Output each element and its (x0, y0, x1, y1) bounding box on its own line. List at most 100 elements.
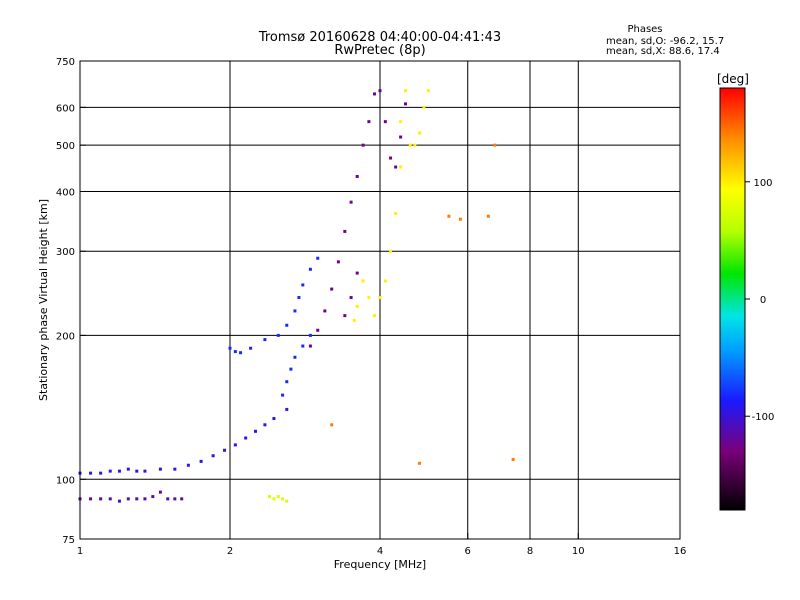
data-point (389, 156, 393, 160)
x-tick-label: 8 (527, 546, 533, 557)
data-point (301, 344, 305, 348)
data-point (285, 323, 289, 327)
y-tick-label: 750 (56, 57, 75, 68)
x-tick-label: 10 (572, 546, 585, 557)
data-point (158, 467, 162, 471)
y-axis-ticks: 75 100 200 300 400 500 600 750 (56, 57, 86, 546)
data-point (281, 393, 285, 397)
data-point (316, 256, 320, 260)
data-point (223, 448, 227, 452)
data-point (361, 143, 365, 147)
data-point (126, 497, 130, 501)
data-point (367, 296, 371, 300)
data-point (233, 443, 237, 447)
data-point (343, 314, 347, 318)
y-axis-label: Stationary phase Virtual Height [km] (37, 199, 50, 401)
data-point (135, 469, 139, 473)
data-point (408, 143, 412, 147)
data-point (180, 497, 184, 501)
y-tick-label: 100 (56, 475, 75, 486)
data-point (89, 471, 93, 475)
scatter-points (78, 89, 515, 503)
data-point (316, 328, 320, 332)
data-point (166, 497, 170, 501)
data-point (399, 120, 403, 124)
series-f1-rise (228, 256, 320, 397)
data-point (276, 495, 280, 499)
data-point (272, 417, 276, 421)
data-point (355, 304, 359, 308)
data-point (143, 469, 147, 473)
data-point (297, 296, 301, 300)
data-point (422, 105, 426, 109)
data-point (228, 346, 232, 350)
phase-summary-x: mean, sd,X: 88.6, 17.4 (606, 46, 720, 57)
data-point (373, 314, 377, 318)
data-point (233, 350, 237, 354)
data-point (383, 120, 387, 124)
colorbar-ticks: 100 0 -100 (745, 178, 774, 423)
x-axis-ticks: 1 2 4 6 8 10 16 (77, 533, 687, 557)
data-point (253, 429, 257, 433)
x-tick-label: 2 (227, 546, 233, 557)
series-noise (330, 143, 515, 465)
x-tick-label: 4 (377, 546, 383, 557)
colorbar-label: [deg] (717, 72, 749, 86)
series-es-x-blob (267, 495, 289, 503)
data-point (308, 333, 312, 337)
data-point (239, 351, 243, 355)
data-point (308, 267, 312, 271)
data-point (289, 367, 293, 371)
data-point (285, 499, 289, 503)
data-point (281, 497, 285, 501)
data-point (173, 497, 177, 501)
data-point (143, 497, 147, 501)
data-point (389, 249, 393, 253)
series-es-trace (78, 407, 289, 475)
grid-lines (80, 61, 680, 539)
chart-title: Tromsø 20160628 04:40:00-04:41:43 (258, 30, 501, 45)
data-point (135, 497, 139, 501)
data-point (249, 346, 253, 350)
data-point (186, 463, 190, 467)
data-point (355, 174, 359, 178)
data-point (272, 497, 276, 501)
data-point (447, 214, 451, 218)
data-point (394, 211, 398, 215)
x-tick-label: 16 (674, 546, 687, 557)
data-point (417, 131, 421, 135)
data-point (285, 380, 289, 384)
data-point (199, 459, 203, 463)
colorbar-tick-label: -100 (752, 412, 775, 423)
data-point (486, 214, 490, 218)
y-tick-label: 500 (56, 141, 75, 152)
data-point (263, 423, 267, 427)
data-point (394, 165, 398, 169)
data-point (378, 296, 382, 300)
data-point (378, 89, 382, 93)
y-tick-label: 75 (62, 535, 75, 546)
series-f2-x-mode (352, 89, 430, 322)
data-point (367, 120, 371, 124)
y-tick-label: 200 (56, 331, 75, 342)
data-point (151, 495, 155, 499)
data-point (173, 467, 177, 471)
data-point (458, 217, 462, 221)
data-point (403, 89, 407, 93)
colorbar-tick-label: 100 (753, 178, 772, 189)
phase-summary-heading: Phases (627, 24, 662, 35)
data-point (383, 279, 387, 283)
data-point (126, 467, 130, 471)
phase-summary: Phases mean, sd,O: -96.2, 15.7 mean, sd,… (606, 24, 724, 57)
data-point (301, 283, 305, 287)
data-point (373, 92, 377, 96)
chart-subtitle: RwPretec (8p) (334, 43, 425, 58)
x-tick-label: 6 (465, 546, 471, 557)
phase-summary-o: mean, sd,O: -96.2, 15.7 (606, 36, 724, 47)
data-point (330, 423, 334, 427)
data-point (117, 499, 121, 503)
data-point (343, 229, 347, 233)
data-point (511, 457, 515, 461)
data-point (285, 407, 289, 411)
y-tick-label: 600 (56, 103, 75, 114)
